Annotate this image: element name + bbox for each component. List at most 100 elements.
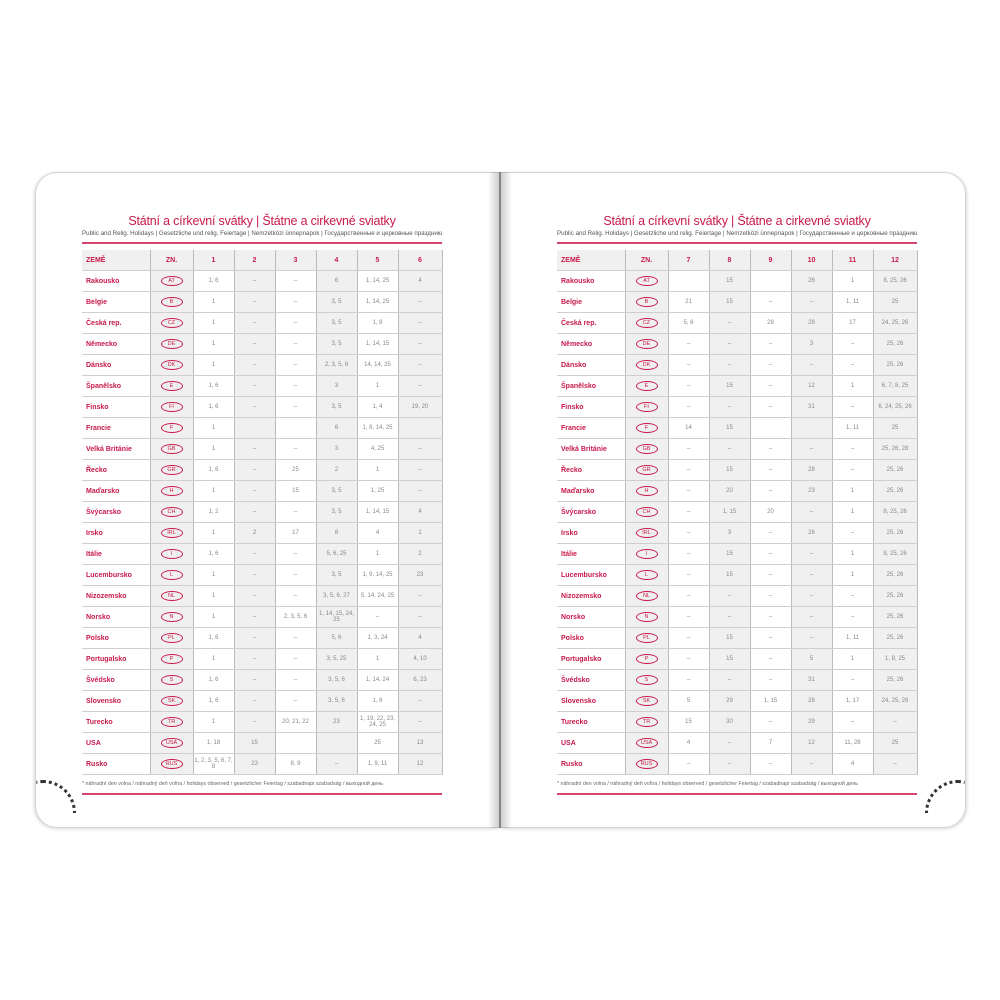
country-code-badge: DE xyxy=(160,339,183,349)
holiday-dates-cell: 15 xyxy=(234,732,276,754)
holiday-dates-cell: 23 xyxy=(234,753,276,775)
holiday-dates-cell: – xyxy=(234,585,276,607)
holiday-dates-cell: 30 xyxy=(709,711,751,733)
holiday-dates-cell: 1, 25 xyxy=(357,480,399,502)
holiday-dates-cell: 4, 10 xyxy=(398,648,443,670)
holiday-dates-cell: 23 xyxy=(316,711,358,733)
column-header-month: 10 xyxy=(791,250,833,271)
country-name: Rakousko xyxy=(557,270,626,292)
holiday-dates-cell: – xyxy=(234,564,276,586)
holiday-dates-cell: 3, 5, 6 xyxy=(316,669,358,691)
country-code-cell: SK xyxy=(150,690,194,712)
holiday-dates-cell: 1 xyxy=(193,417,235,439)
holiday-dates-cell: 15 xyxy=(709,270,751,292)
left-page-content: Státní a církevní svátky | Štátne a cirk… xyxy=(82,213,443,795)
holiday-dates-cell: 15 xyxy=(709,459,751,481)
table-row: Dánsko DK 1– –2, 3, 5, 6 14, 14, 25– xyxy=(82,354,443,376)
country-code-cell: PL xyxy=(150,627,194,649)
holiday-dates-cell: – xyxy=(750,543,792,565)
country-name: Portugalsko xyxy=(557,648,626,670)
column-header-month: 8 xyxy=(709,250,751,271)
holiday-dates-cell: 21 xyxy=(668,291,710,313)
holiday-dates-cell xyxy=(750,417,792,439)
country-name: Francie xyxy=(557,417,626,439)
holiday-dates-cell: 28 xyxy=(791,459,833,481)
right-page: Státní a církevní svátky | Štátne a cirk… xyxy=(500,172,966,828)
holiday-dates-cell: 20 xyxy=(750,501,792,523)
holiday-dates-cell: 23 xyxy=(398,564,443,586)
holiday-dates-cell: – xyxy=(398,354,443,376)
holiday-dates-cell xyxy=(791,417,833,439)
country-code-badge: SK xyxy=(160,696,183,706)
country-code-badge: AT xyxy=(635,276,658,286)
holiday-dates-cell: – xyxy=(398,312,443,334)
left-page: Státní a církevní svátky | Štátne a cirk… xyxy=(35,172,500,828)
country-code-cell: I xyxy=(150,543,194,565)
table-row: Řecko GR 1, 6–25 2 1– xyxy=(82,459,443,481)
holiday-dates-cell: – xyxy=(668,627,710,649)
table-row: Portugalsko P 1– –3, 5, 25 1 4, 10 xyxy=(82,648,443,670)
country-code-cell: AT xyxy=(150,270,194,292)
table-row: Slovensko SK 1, 6– –3, 5, 6 1, 8– xyxy=(82,690,443,712)
country-code-badge: SK xyxy=(635,696,658,706)
holiday-dates-cell: 12 xyxy=(791,375,833,397)
holiday-dates-cell: – xyxy=(668,375,710,397)
country-code-badge: CH xyxy=(635,507,658,517)
country-code-badge: DK xyxy=(160,360,183,370)
holiday-dates-cell: – xyxy=(750,396,792,418)
country-code-badge: N xyxy=(635,612,658,622)
country-name: Nizozemsko xyxy=(557,585,626,607)
holiday-dates-cell: – xyxy=(709,438,751,460)
holiday-dates-cell: – xyxy=(398,375,443,397)
holiday-dates-cell: 1, 18 xyxy=(193,732,235,754)
holiday-dates-cell: – xyxy=(234,312,276,334)
holiday-dates-cell: 1, 8 xyxy=(357,312,399,334)
country-code-cell: USA xyxy=(625,732,669,754)
column-header-month: 4 xyxy=(316,250,358,271)
country-code-badge: RUS xyxy=(160,759,183,769)
holiday-dates-cell: 1, 6 xyxy=(193,543,235,565)
holiday-dates-cell: 5, 6 xyxy=(316,627,358,649)
holiday-dates-cell: 3, 5 xyxy=(316,564,358,586)
country-code-cell: F xyxy=(150,417,194,439)
country-code-cell: GB xyxy=(625,438,669,460)
holiday-dates-cell: 25, 26 xyxy=(873,669,918,691)
bottom-divider xyxy=(557,793,917,795)
holiday-dates-cell: – xyxy=(750,375,792,397)
holiday-dates-cell: – xyxy=(275,270,317,292)
country-code-badge: AT xyxy=(160,276,183,286)
column-header-month: 1 xyxy=(193,250,235,271)
holiday-dates-cell: 1 xyxy=(832,648,874,670)
holiday-dates-cell: – xyxy=(234,606,276,628)
holiday-dates-cell: – xyxy=(709,606,751,628)
country-name: Finsko xyxy=(557,396,626,418)
country-code-cell: AT xyxy=(625,270,669,292)
country-name: Itálie xyxy=(82,543,151,565)
holiday-dates-cell: 1, 3, 24 xyxy=(357,627,399,649)
holiday-dates-cell: 3, 5, 6, 27 xyxy=(316,585,358,607)
holiday-dates-cell: – xyxy=(275,564,317,586)
holiday-dates-cell: 4 xyxy=(398,501,443,523)
table-row: Rusko RUS – – – –4– xyxy=(557,753,918,775)
country-name: Lucembursko xyxy=(82,564,151,586)
table-row: Belgie B 1– –3, 5 1, 14, 25– xyxy=(82,291,443,313)
country-code-cell: B xyxy=(150,291,194,313)
country-code-badge: E xyxy=(160,381,183,391)
country-name: Dánsko xyxy=(82,354,151,376)
table-row: Irsko IRL 1 2 17 6 4 1 xyxy=(82,522,443,544)
table-row: Nizozemsko NL 1– –3, 5, 6, 27 5, 14, 24, 25– xyxy=(82,585,443,607)
holiday-dates-cell: 1, 6 xyxy=(193,627,235,649)
table-row: Španělsko E 1, 6– –3 1– xyxy=(82,375,443,397)
holiday-dates-cell: – xyxy=(750,711,792,733)
holiday-dates-cell: 1, 19, 22, 23, 24, 25 xyxy=(357,711,399,733)
holiday-dates-cell xyxy=(398,417,443,439)
holiday-dates-cell: – xyxy=(791,627,833,649)
holiday-dates-cell: 1 xyxy=(193,648,235,670)
holiday-dates-cell: – xyxy=(357,606,399,628)
country-code-badge: DE xyxy=(635,339,658,349)
holiday-dates-cell: 28 xyxy=(791,312,833,334)
holiday-dates-cell: 25, 26 xyxy=(873,354,918,376)
country-code-badge: FI xyxy=(635,402,658,412)
book-spine-shadow xyxy=(488,172,512,828)
country-code-cell: H xyxy=(625,480,669,502)
